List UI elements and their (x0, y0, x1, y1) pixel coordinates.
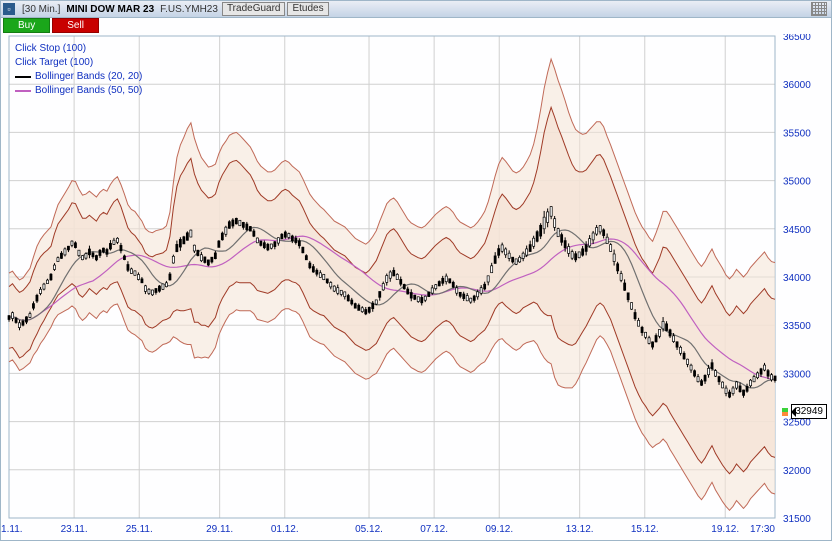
svg-text:34000: 34000 (783, 273, 811, 284)
last-price-value: 32949 (795, 406, 823, 417)
svg-text:01.12.: 01.12. (271, 524, 299, 535)
svg-text:13.12.: 13.12. (566, 524, 594, 535)
svg-text:36500: 36500 (783, 34, 811, 43)
svg-text:36000: 36000 (783, 80, 811, 91)
svg-text:09.12.: 09.12. (485, 524, 513, 535)
svg-text:35500: 35500 (783, 128, 811, 139)
symbol-code: F.US.YMH23 (157, 4, 221, 15)
svg-text:33000: 33000 (783, 369, 811, 380)
last-price-tag: 32949 (791, 404, 827, 419)
title-bar: ▫ [30 Min.] MINI DOW MAR 23 F.US.YMH23 T… (1, 1, 831, 18)
svg-text:19.12.: 19.12. (711, 524, 739, 535)
chart-area[interactable]: 3150032000325003300033500340003450035000… (1, 34, 831, 540)
buy-button[interactable]: Buy (3, 18, 50, 33)
svg-text:23.11.: 23.11. (61, 524, 88, 535)
tradeguard-button[interactable]: TradeGuard (222, 2, 286, 16)
svg-text:31500: 31500 (783, 514, 811, 525)
command-bar: Buy Sell (1, 18, 831, 33)
svg-text:32000: 32000 (783, 466, 811, 477)
svg-text:05.12.: 05.12. (355, 524, 383, 535)
grid-icon[interactable] (811, 2, 827, 16)
legend: Click Stop (100)Click Target (100)Bollin… (15, 42, 142, 98)
svg-text:07.12.: 07.12. (420, 524, 448, 535)
svg-text:29.11.: 29.11. (206, 524, 233, 535)
svg-text:17:30: 17:30 (750, 524, 775, 535)
svg-text:35000: 35000 (783, 177, 811, 188)
svg-text:15.12.: 15.12. (631, 524, 659, 535)
sell-button[interactable]: Sell (52, 18, 99, 33)
svg-text:34500: 34500 (783, 225, 811, 236)
window-icon: ▫ (3, 3, 15, 15)
timeframe-label: [30 Min.] (19, 4, 63, 15)
svg-text:25.11.: 25.11. (126, 524, 153, 535)
instrument-name: MINI DOW MAR 23 (63, 4, 157, 15)
svg-text:33500: 33500 (783, 321, 811, 332)
svg-text:21.11.: 21.11. (1, 524, 23, 535)
etudes-button[interactable]: Etudes (287, 2, 328, 16)
